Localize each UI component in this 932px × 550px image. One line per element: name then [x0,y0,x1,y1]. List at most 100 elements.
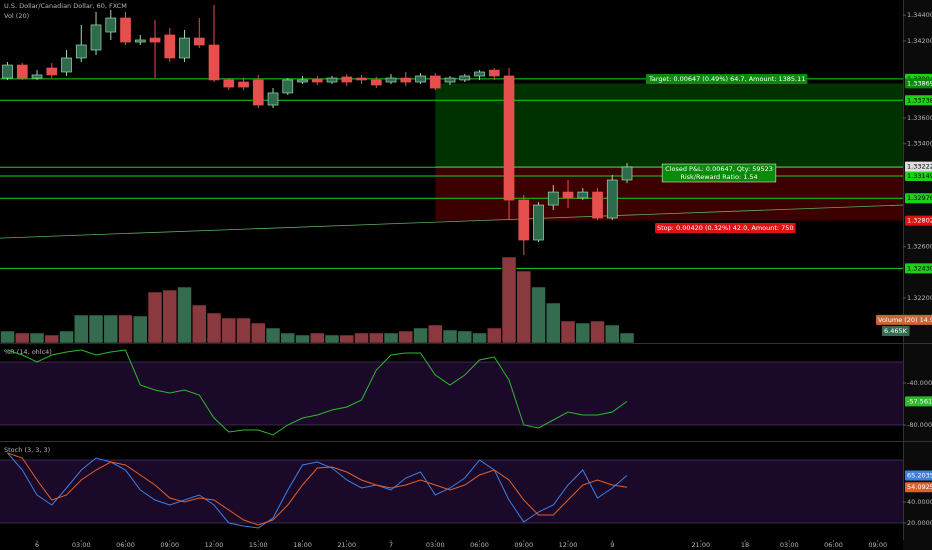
volume-bar [413,327,428,344]
pnl-box [661,163,777,183]
candle-body [267,92,279,106]
candle-body [46,67,58,76]
x-tick-label: 03:00 [72,541,91,549]
target-label-box [646,74,808,84]
volume-bar [575,322,591,344]
candle-body [606,179,618,219]
volume-bar [428,324,443,344]
stop-label: Stop: 0.00420 (0.32%) 42.0, Amount: 750 [657,224,794,232]
level-label: 1.32430 [907,264,932,272]
x-tick-label: 18 [741,541,749,549]
y-tick-label: 20.0000 [907,519,932,527]
x-tick-label: 21:00 [691,541,710,549]
volume-bar [133,315,148,344]
volume-bar [310,332,325,344]
level-label-box [905,95,932,106]
x-tick-label: 21:00 [337,541,356,549]
candle-body [577,191,589,199]
candle-body [459,75,471,81]
volume-ma-label: Volume (20) 14.904K [878,316,932,324]
volume-bar [590,320,605,344]
volume-bar [369,332,384,344]
candle-body [238,81,249,88]
candle-body [518,199,530,241]
x-tick-label: 15:00 [249,541,268,549]
volume-bar [206,312,222,344]
volume-bar [619,332,635,344]
volume-bar [0,330,15,344]
volume-bar [560,320,576,344]
candle-body [621,166,633,181]
x-tick-label: 6 [35,541,39,549]
candle-body [16,64,28,79]
level-label-box [905,170,932,181]
candle-body [179,37,190,59]
last-value-label: 65.2035 [907,472,932,480]
entry-price-label-box [905,161,932,172]
volume-last-label: 6.465K [884,327,908,335]
volume-bar [442,329,458,344]
volume-bar [29,332,45,344]
level-label-box [905,193,932,204]
volume-bar [457,330,473,344]
candle-body [488,69,500,77]
stop-price-label-box [905,215,932,226]
y-tick-label: 1.32600 [907,243,932,251]
y-tick-label: -80.0000 [907,421,932,429]
volume-bar [162,289,178,344]
candle-body [193,37,205,46]
x-tick-label: 12:00 [559,541,578,549]
candle-body [429,75,441,89]
candle-body [444,77,456,83]
x-tick-label: 09:00 [868,541,887,549]
volume-bar [280,332,296,344]
candle-body [356,77,367,81]
level-label: 1.32976 [907,194,932,202]
candle-body [533,204,544,241]
candle-body [326,77,338,83]
last-value-label-box [905,482,932,493]
y-tick-label: -40.0000 [907,379,932,387]
volume-bar [88,314,104,344]
target-price-label-box [905,78,932,89]
stop-price-label: 1.32802 [907,217,932,225]
candle-body [311,78,323,83]
candle-body [2,64,13,79]
x-tick-label: 03:00 [426,541,445,549]
volume-bar [472,332,487,344]
pnl-label: Closed P&L: 0.00647, Qty: 59523 [665,165,773,173]
stop-label-box [655,223,796,233]
indicator-line [7,349,628,436]
band-fill [0,460,903,523]
chart-title: U.S. Dollar/Canadian Dollar, 60, FXCM [4,2,127,10]
y-tick-label: 1.33400 [907,140,932,148]
x-tick-label: 09:00 [514,541,533,549]
volume-bar [383,332,399,344]
chart-subtitle: Vol (20) [4,12,29,20]
target-price-label: 1.33869 [907,79,932,87]
y-tick-label: 1.34400 [907,11,932,19]
volume-bar [339,334,355,344]
indicator-title: Stoch (3, 3, 3) [4,446,50,454]
x-tick-label: 03:00 [780,541,799,549]
candle-body [252,79,264,106]
candle-body [415,75,426,83]
candle-body [400,77,412,83]
indicator-title: %R (14, ohlc4) [4,348,52,356]
volume-bar [177,286,192,344]
candle-body [282,79,294,94]
volume-bar [516,270,532,344]
y-tick-label: 40.0000 [907,498,932,506]
x-tick-label: 18:00 [293,541,312,549]
volume-last-label-box [882,326,910,336]
volume-bar [74,314,89,344]
last-value-label-box [905,470,932,481]
candle-body [120,17,131,43]
volume-bar [295,334,310,344]
candle-body [562,191,574,199]
last-value-label-box [905,396,932,407]
volume-bar [251,322,266,344]
candle-body [75,44,87,59]
